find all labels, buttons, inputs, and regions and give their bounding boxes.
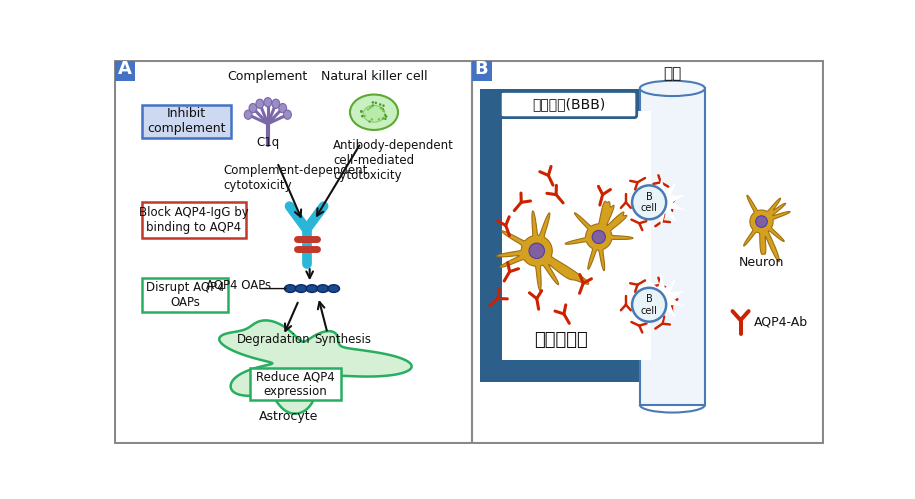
- Circle shape: [382, 117, 384, 120]
- Ellipse shape: [317, 285, 328, 292]
- Circle shape: [382, 108, 384, 110]
- Polygon shape: [638, 178, 685, 227]
- Circle shape: [379, 103, 382, 106]
- Circle shape: [756, 216, 768, 228]
- Bar: [115, 61, 135, 81]
- Bar: [480, 111, 501, 360]
- Text: Disrupt AQP4
OAPs: Disrupt AQP4 OAPs: [145, 281, 224, 309]
- Polygon shape: [638, 274, 685, 323]
- FancyBboxPatch shape: [142, 202, 246, 238]
- Text: Astrocyte: Astrocyte: [259, 410, 318, 423]
- Ellipse shape: [480, 339, 523, 382]
- Ellipse shape: [296, 285, 307, 292]
- Polygon shape: [220, 320, 412, 414]
- Bar: [651, 111, 673, 360]
- Ellipse shape: [244, 110, 252, 119]
- Ellipse shape: [480, 89, 523, 132]
- Circle shape: [371, 104, 374, 107]
- Ellipse shape: [629, 339, 673, 382]
- Circle shape: [361, 110, 362, 112]
- Circle shape: [378, 118, 380, 120]
- Text: B
cell: B cell: [640, 294, 658, 315]
- Circle shape: [371, 105, 373, 108]
- Circle shape: [361, 115, 363, 117]
- Ellipse shape: [272, 99, 280, 108]
- Ellipse shape: [363, 105, 385, 122]
- Circle shape: [385, 115, 387, 118]
- Text: 중추신경계: 중추신경계: [533, 331, 587, 349]
- Text: 혁뇌장벽(BBB): 혁뇌장벽(BBB): [532, 97, 605, 112]
- Circle shape: [380, 107, 382, 109]
- Circle shape: [361, 110, 362, 113]
- Circle shape: [384, 114, 386, 116]
- Text: 협관: 협관: [663, 66, 682, 81]
- Bar: [480, 360, 673, 382]
- Circle shape: [632, 288, 666, 322]
- Polygon shape: [497, 211, 588, 291]
- Circle shape: [374, 102, 377, 104]
- Text: Antibody-dependent
cell-mediated
cytotoxicity: Antibody-dependent cell-mediated cytotox…: [333, 139, 454, 182]
- Circle shape: [382, 104, 384, 107]
- Polygon shape: [565, 201, 633, 270]
- Circle shape: [371, 101, 374, 104]
- Ellipse shape: [350, 94, 398, 130]
- Circle shape: [529, 243, 544, 258]
- FancyBboxPatch shape: [142, 104, 231, 138]
- Text: Natural killer cell: Natural killer cell: [320, 70, 427, 83]
- Ellipse shape: [249, 103, 257, 113]
- Text: Inhibit
complement: Inhibit complement: [146, 107, 225, 136]
- Text: Complement-dependent
cytotoxicity: Complement-dependent cytotoxicity: [223, 164, 367, 192]
- Bar: [471, 61, 491, 81]
- Ellipse shape: [285, 285, 296, 292]
- FancyBboxPatch shape: [142, 278, 229, 312]
- Text: AQP4 OAPs: AQP4 OAPs: [206, 278, 271, 291]
- Circle shape: [371, 118, 373, 121]
- Circle shape: [384, 118, 386, 120]
- Ellipse shape: [640, 81, 705, 96]
- Text: C1q: C1q: [256, 136, 279, 149]
- Circle shape: [382, 110, 384, 112]
- Circle shape: [367, 108, 370, 111]
- Ellipse shape: [629, 89, 673, 132]
- Circle shape: [369, 106, 371, 109]
- Text: B
cell: B cell: [640, 192, 658, 213]
- Text: Neuron: Neuron: [738, 256, 784, 269]
- Text: Synthesis: Synthesis: [315, 333, 371, 346]
- Text: A: A: [117, 60, 132, 78]
- Ellipse shape: [264, 98, 272, 107]
- Circle shape: [369, 120, 371, 123]
- Bar: [640, 88, 705, 405]
- Polygon shape: [744, 195, 790, 261]
- Ellipse shape: [279, 103, 286, 113]
- Ellipse shape: [328, 285, 339, 292]
- Text: B: B: [474, 60, 488, 78]
- FancyBboxPatch shape: [250, 368, 341, 400]
- FancyBboxPatch shape: [501, 91, 637, 118]
- Text: Degradation: Degradation: [236, 333, 310, 346]
- Ellipse shape: [307, 285, 318, 292]
- Ellipse shape: [256, 99, 264, 108]
- Text: Block AQP4-IgG by
binding to AQP4: Block AQP4-IgG by binding to AQP4: [139, 206, 249, 234]
- Circle shape: [632, 186, 666, 219]
- Ellipse shape: [284, 110, 291, 119]
- Text: Complement: Complement: [228, 70, 308, 83]
- Bar: [480, 89, 673, 111]
- Circle shape: [592, 231, 606, 244]
- Bar: [501, 111, 651, 360]
- Text: Reduce AQP4
expression: Reduce AQP4 expression: [256, 370, 335, 398]
- Text: AQP4-Ab: AQP4-Ab: [754, 315, 808, 328]
- Circle shape: [363, 115, 366, 117]
